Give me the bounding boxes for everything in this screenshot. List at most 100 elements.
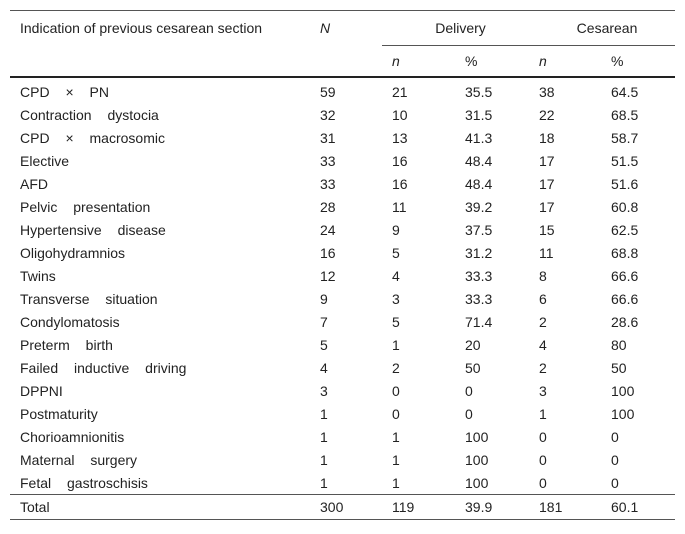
cell: 48.4 (465, 175, 493, 192)
cell: 300 (310, 494, 382, 520)
row-label: AFD (20, 175, 48, 192)
header-cell: n (382, 45, 455, 78)
table-row: Maternal surgery 1 1 100 0 0 (10, 448, 675, 471)
table-row: Oligohydramnios 16 5 31.2 11 68.8 (10, 241, 675, 264)
cell: 11 (392, 198, 407, 215)
table-row: Contraction dystocia 32 10 31.5 22 68.5 (10, 103, 675, 126)
cell: 16 (392, 152, 408, 169)
cell: 33 (320, 175, 336, 192)
cell: 1 (320, 405, 328, 422)
group-header: Delivery (382, 10, 530, 46)
cell: 1 (392, 474, 400, 491)
cell: 9 (320, 290, 328, 307)
cell: 100 (611, 382, 635, 399)
table-row: Preterm birth 5 1 20 4 80 (10, 333, 675, 356)
cell: 66.6 (611, 290, 639, 307)
cell: 4 (539, 336, 547, 353)
cell: 28.6 (611, 313, 639, 330)
cell: 5 (320, 336, 328, 353)
table-row: AFD 33 16 48.4 17 51.6 (10, 172, 675, 195)
cell: 0 (465, 382, 473, 399)
header-cell (310, 45, 382, 78)
cell: 15 (539, 221, 555, 238)
cell: 51.5 (611, 152, 639, 169)
cell: 1 (320, 451, 328, 468)
table-row: Hypertensive disease 24 9 37.5 15 62.5 (10, 218, 675, 241)
cell: 66.6 (611, 267, 639, 284)
row-label: Contraction dystocia (20, 106, 159, 123)
table-row: DPPNI 3 0 0 3 100 (10, 379, 675, 402)
cell: 181 (529, 494, 602, 520)
cell: 6 (539, 290, 547, 307)
row-label: Oligohydramnios (20, 244, 126, 261)
table-body: CPD × PN 59 21 35.5 38 64.5 Contraction dystoc… (10, 77, 676, 520)
table-row: Transverse situation 9 3 33.3 6 66.6 (10, 287, 675, 310)
total-row: Total 300 119 39.9 181 60.1 (10, 494, 676, 520)
cell: 60.8 (611, 198, 639, 215)
header-cell: n (529, 45, 602, 78)
cell: 0 (611, 451, 619, 468)
cell: 39.9 (455, 494, 530, 520)
cell: 5 (392, 244, 400, 261)
cell: 41.3 (465, 129, 493, 146)
table-container: Indication of previous cesarean section … (10, 10, 676, 520)
table-row: Pelvic presentation 28 11 39.2 17 60.8 (10, 195, 675, 218)
cell: 58.7 (611, 129, 639, 146)
cell: 50 (465, 359, 481, 376)
cell: 60.1 (601, 494, 676, 520)
header-cell: N (310, 10, 382, 46)
row-label: Fetal gastroschisis (20, 474, 148, 491)
row-label: Maternal surgery (20, 451, 138, 468)
table-row: Elective 33 16 48.4 17 51.5 (10, 149, 675, 172)
cell: 2 (392, 359, 400, 376)
cell: 4 (320, 359, 328, 376)
cell: 59 (320, 83, 336, 100)
cell: 71.4 (465, 313, 493, 330)
cell: 1 (320, 428, 328, 445)
cell: 31 (320, 129, 336, 146)
cell: 3 (392, 290, 400, 307)
cell: 33.3 (465, 267, 493, 284)
table-row: Fetal gastroschisis 1 1 100 0 0 (10, 471, 675, 495)
cell: 0 (539, 474, 547, 491)
cell: 4 (392, 267, 400, 284)
table-row: Chorioamnionitis 1 1 100 0 0 (10, 425, 675, 448)
cell: 48.4 (465, 152, 493, 169)
cell: 22 (539, 106, 555, 123)
cell: 33.3 (465, 290, 493, 307)
cell: 17 (539, 198, 555, 215)
table-row: CPD × macrosomic 31 13 41.3 18 58.7 (10, 126, 675, 149)
cell: 64.5 (611, 83, 639, 100)
data-table: Indication of previous cesarean section … (10, 10, 676, 520)
cell: 17 (539, 152, 555, 169)
row-label: Failed inductive driving (20, 359, 187, 376)
cell: 9 (392, 221, 400, 238)
table-row: CPD × PN 59 21 35.5 38 64.5 (10, 77, 675, 103)
cell: 50 (611, 359, 627, 376)
cell: 18 (539, 129, 555, 146)
cell: 8 (539, 267, 547, 284)
cell: 62.5 (611, 221, 639, 238)
table-row: Postmaturity 1 0 0 1 100 (10, 402, 675, 425)
table-row: Condylomatosis 7 5 71.4 2 28.6 (10, 310, 675, 333)
row-label: DPPNI (20, 382, 63, 399)
group-header: Cesarean (529, 10, 676, 46)
cell: 39.2 (465, 198, 493, 215)
cell: 13 (392, 129, 408, 146)
header-cell: % (601, 45, 676, 78)
header-cell: % (455, 45, 530, 78)
cell: 21 (392, 83, 408, 100)
cell: 35.5 (465, 83, 493, 100)
cell: 0 (611, 474, 619, 491)
header-cell: Indication of previous cesarean section (10, 10, 310, 46)
row-label: CPD × PN (20, 83, 109, 100)
table-row: Twins 12 4 33.3 8 66.6 (10, 264, 675, 287)
cell: 51.6 (611, 175, 639, 192)
cell: 16 (392, 175, 408, 192)
row-label: Chorioamnionitis (20, 428, 125, 445)
cell: 16 (320, 244, 336, 261)
cell: 38 (539, 83, 555, 100)
cell: 0 (539, 428, 547, 445)
row-label: Preterm birth (20, 336, 113, 353)
row-label: Elective (20, 152, 70, 169)
